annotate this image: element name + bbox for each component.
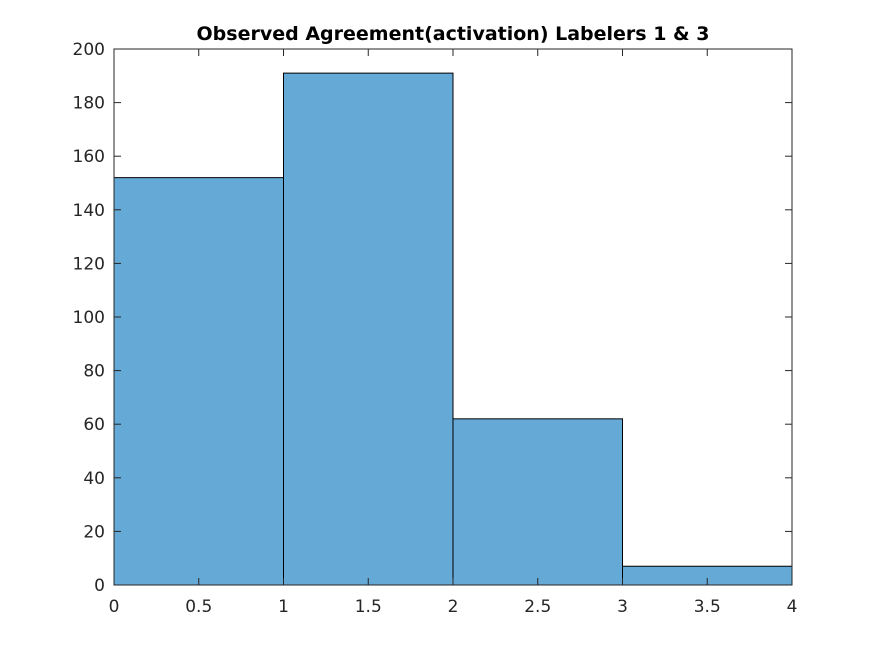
- x-tick-label: 1: [278, 597, 289, 617]
- y-axis: 0 20 40 60 80 100 120 140 160 180 200: [73, 40, 792, 596]
- x-tick-label: 0: [109, 597, 120, 617]
- y-tick-label: 100: [73, 308, 105, 328]
- histogram-bar-2: [283, 72, 454, 586]
- y-tick-label: 40: [83, 469, 105, 489]
- x-tick-label: 2.5: [524, 597, 551, 617]
- histogram-bar-1: [113, 177, 284, 586]
- bars-group: [113, 72, 793, 586]
- x-tick-label: 3: [617, 597, 628, 617]
- x-tick-label: 3.5: [694, 597, 721, 617]
- x-tick-label: 2: [448, 597, 459, 617]
- y-tick-label: 160: [73, 147, 105, 167]
- y-tick-label: 80: [83, 362, 105, 382]
- y-tick-label: 200: [73, 40, 105, 60]
- chart-title: Observed Agreement(activation) Labelers …: [197, 23, 710, 45]
- y-tick-label: 120: [73, 254, 105, 274]
- y-tick-label: 20: [83, 522, 105, 542]
- y-tick-label: 0: [94, 576, 105, 596]
- x-tick-label: 4: [787, 597, 798, 617]
- y-tick-label: 140: [73, 201, 105, 221]
- histogram-bar-3: [452, 418, 623, 586]
- x-tick-label: 1.5: [355, 597, 382, 617]
- y-tick-label: 180: [73, 94, 105, 114]
- x-tick-label: 0.5: [185, 597, 212, 617]
- y-tick-label: 60: [83, 415, 105, 435]
- x-axis: 0 0.5 1 1.5 2 2.5 3 3.5 4: [109, 49, 798, 617]
